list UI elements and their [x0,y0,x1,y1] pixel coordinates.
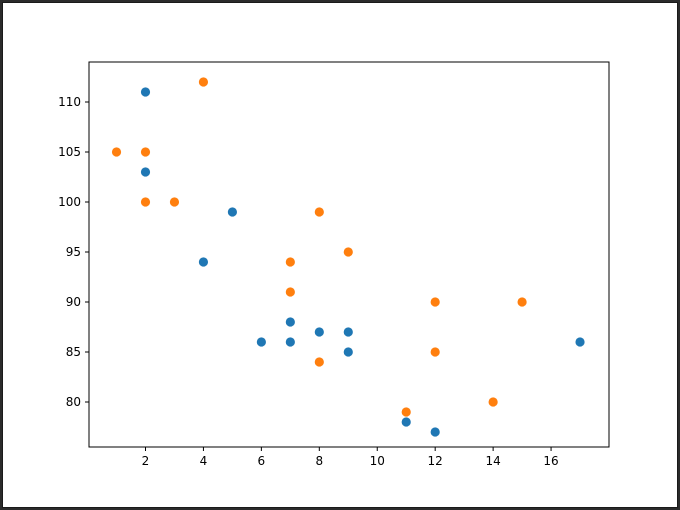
series-2-point-12 [430,347,440,357]
series-2-point-15 [488,397,498,407]
series-1-point-11 [401,417,411,427]
series-2-point-4 [140,197,151,207]
scatter-chart: 2 4 6 8 10 12 14 16 80 85 90 95 100 105 110 [58,61,610,468]
series-1-point-6 [285,337,295,347]
x-tick-label: 6 [258,454,266,468]
series-1-point-4 [198,257,209,267]
series-2-point-5 [169,197,180,207]
series-2-point-13 [314,357,324,367]
series-1-point-3 [227,207,237,217]
y-tick-label: 100 [58,195,81,209]
series-2-point-7 [343,247,353,257]
series-2-point-14 [401,407,411,417]
series-2-point-6 [314,207,324,217]
series-1-point-10 [343,347,353,357]
series-1-point-5 [256,337,266,347]
series-1-point-12 [430,427,440,437]
series-1-point-7 [285,317,295,327]
x-tick-label: 16 [543,454,558,468]
x-tick-label: 8 [315,454,323,468]
axes-frame [88,61,610,448]
y-tick-label: 110 [58,95,81,109]
series-1-point-1 [140,87,151,97]
x-tick-label: 2 [142,454,150,468]
series-2-point-9 [285,287,295,297]
x-tick-label: 12 [428,454,443,468]
x-axis-ticks: 2 4 6 8 10 12 14 16 [142,447,559,468]
y-tick-label: 105 [58,145,81,159]
series-2-point-10 [430,297,440,307]
y-tick-label: 85 [66,345,81,359]
series-1-point-9 [343,327,353,337]
y-axis-ticks: 80 85 90 95 100 105 110 [58,95,89,409]
chart-marks [111,77,585,437]
series-1-point-2 [140,167,151,177]
y-tick-label: 80 [66,395,81,409]
series-2-point-3 [140,147,151,157]
x-tick-label: 14 [485,454,500,468]
series-2-point-2 [111,147,122,157]
y-tick-label: 95 [66,245,81,259]
series-2-point-11 [517,297,527,307]
y-tick-label: 90 [66,295,81,309]
series-1-point-8 [314,327,324,337]
series-2-point-8 [285,257,295,267]
x-tick-label: 10 [370,454,385,468]
series-2-point-1 [198,77,209,87]
x-tick-label: 4 [200,454,208,468]
series-1-point-13 [575,337,585,347]
